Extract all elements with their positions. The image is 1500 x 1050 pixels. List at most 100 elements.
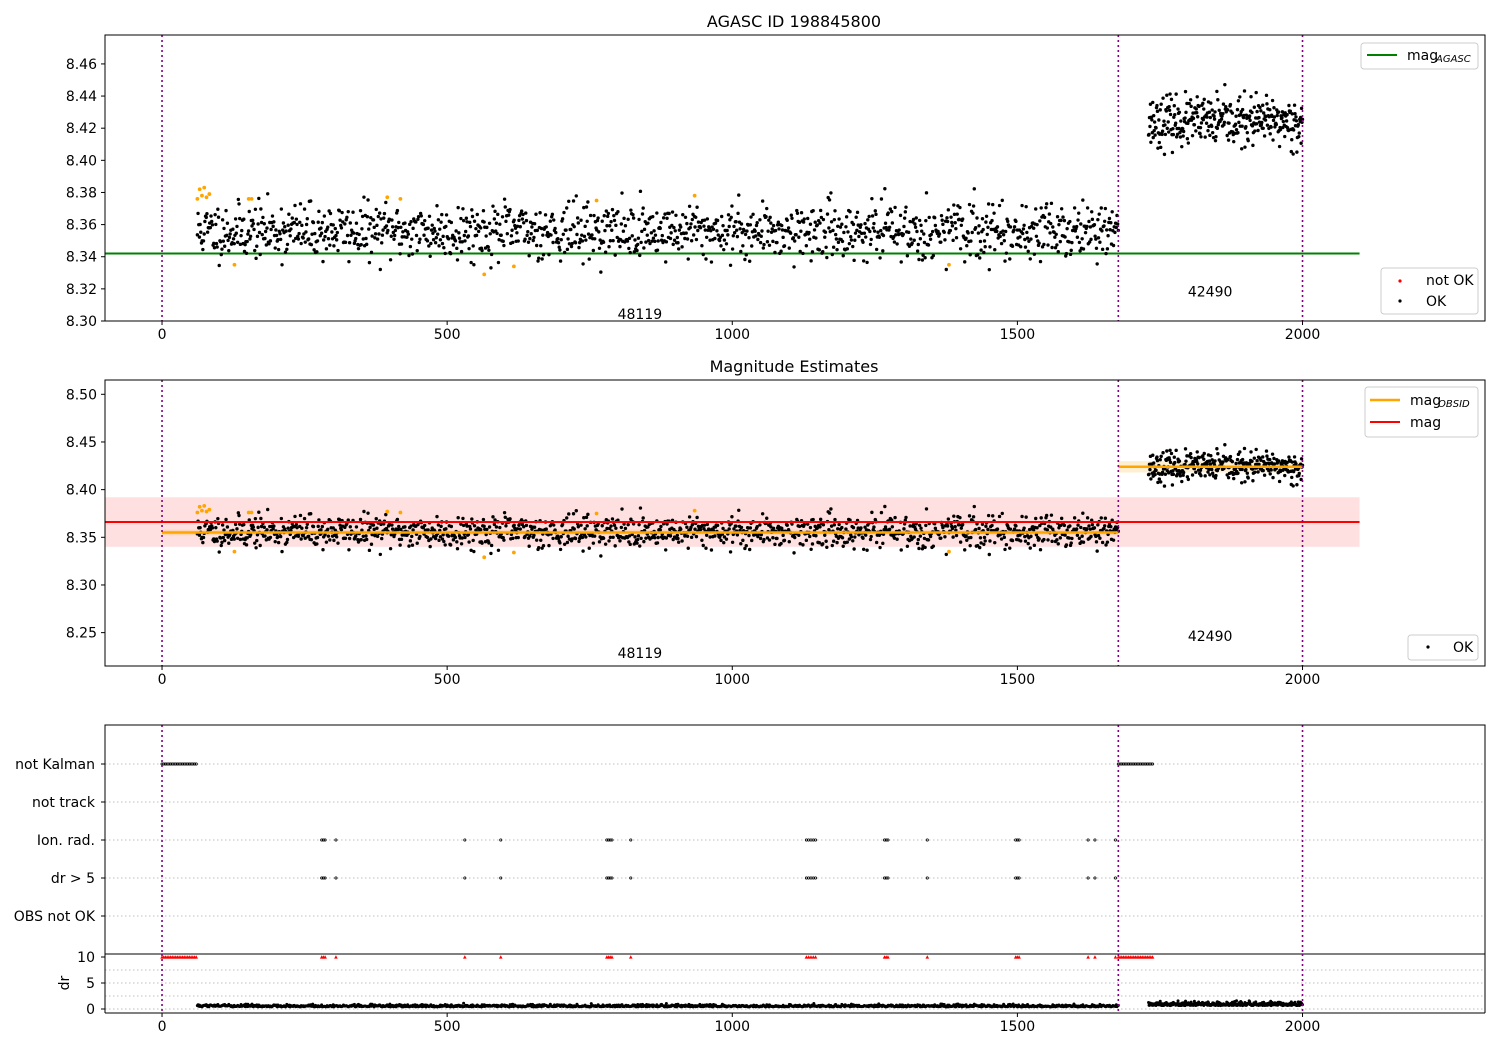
ok-point xyxy=(995,229,999,234)
ok-point xyxy=(966,231,970,235)
ok-point xyxy=(559,238,563,242)
ok-point xyxy=(976,253,980,257)
ok-point xyxy=(1072,206,1077,210)
ok-point xyxy=(1251,479,1255,483)
ok-point xyxy=(1210,108,1214,112)
ok-point xyxy=(720,233,725,238)
ok-point xyxy=(1194,107,1198,111)
ok-point xyxy=(300,223,304,228)
ok-point xyxy=(1168,460,1173,465)
ok-point xyxy=(581,549,585,553)
ok-point xyxy=(427,214,432,218)
ok-point xyxy=(425,535,430,540)
ok-point xyxy=(844,215,849,219)
ok-point xyxy=(1226,475,1231,480)
ok-point xyxy=(209,214,213,218)
ok-point xyxy=(416,217,420,221)
ok-point xyxy=(605,526,609,531)
ok-point xyxy=(1074,224,1079,229)
ok-point xyxy=(692,233,696,237)
ok-point xyxy=(422,233,426,237)
ok-point xyxy=(920,258,925,262)
flag-point xyxy=(629,876,633,880)
ok-point xyxy=(622,216,626,221)
ok-point xyxy=(971,211,975,215)
ok-point xyxy=(360,214,365,219)
ok-point xyxy=(762,537,766,542)
ok-point xyxy=(226,238,230,243)
ok-point xyxy=(1215,126,1220,131)
ok-point xyxy=(547,543,551,548)
ok-point xyxy=(644,536,648,540)
ok-point xyxy=(215,539,219,543)
ok-point xyxy=(915,249,920,253)
ok-point xyxy=(987,267,991,272)
ok-point xyxy=(730,247,735,251)
ok-point xyxy=(1228,454,1233,459)
ok-point xyxy=(1023,237,1027,242)
ok-point xyxy=(771,223,776,228)
ok-point xyxy=(311,220,316,225)
ok-point xyxy=(658,226,662,231)
ok-point xyxy=(663,212,667,216)
ok-point xyxy=(829,507,833,511)
flag-point xyxy=(1130,762,1134,766)
ok-point xyxy=(468,224,473,229)
ok-point xyxy=(730,540,735,544)
ok-point xyxy=(1174,135,1179,139)
ok-point xyxy=(821,523,826,527)
ok-point xyxy=(668,534,673,538)
ok-point xyxy=(1155,103,1159,108)
ok-point xyxy=(1223,82,1227,87)
flag-point xyxy=(1139,762,1143,766)
ok-point xyxy=(981,227,985,232)
ok-point xyxy=(560,522,565,527)
ok-point xyxy=(1244,467,1248,472)
ok-point xyxy=(926,538,931,542)
ok-point xyxy=(1032,252,1037,256)
ok-point xyxy=(534,538,539,542)
ok-point xyxy=(580,233,584,237)
ok-point xyxy=(881,233,886,238)
ok-point xyxy=(1038,548,1043,552)
ok-point xyxy=(1210,458,1214,462)
ok-point xyxy=(978,256,982,260)
ok-point xyxy=(608,535,613,540)
ok-point xyxy=(444,224,448,229)
ok-point xyxy=(1289,149,1293,154)
ok-point xyxy=(1160,129,1165,133)
ok-point xyxy=(1268,457,1272,462)
ok-point xyxy=(852,547,856,551)
ok-point xyxy=(516,239,520,243)
ok-point xyxy=(1105,228,1109,232)
ok-point xyxy=(317,209,321,214)
ok-point xyxy=(661,216,666,220)
ok-point xyxy=(574,194,578,198)
ok-point xyxy=(1257,115,1261,120)
ok-point xyxy=(377,232,381,236)
ok-point xyxy=(328,243,332,247)
ok-point xyxy=(1207,459,1212,463)
ok-point xyxy=(411,226,415,231)
ok-point xyxy=(676,536,680,541)
ok-point xyxy=(482,524,486,528)
not-ok-point xyxy=(482,555,487,560)
ok-point xyxy=(797,235,801,239)
ok-point xyxy=(722,540,726,545)
ok-point xyxy=(505,232,510,236)
ok-point xyxy=(926,243,931,247)
flag-point xyxy=(1093,838,1097,842)
ok-point xyxy=(1168,448,1172,453)
ok-point xyxy=(683,534,687,538)
ok-point xyxy=(465,524,469,528)
ok-point xyxy=(576,525,581,529)
ok-point xyxy=(361,534,365,538)
ok-point xyxy=(1238,450,1242,454)
ok-point xyxy=(725,228,729,233)
ok-point xyxy=(819,215,824,220)
ok-point xyxy=(367,260,372,265)
flag-point xyxy=(608,876,612,880)
flag-point xyxy=(1128,762,1132,766)
ok-point xyxy=(939,213,944,218)
ok-point xyxy=(845,247,849,251)
